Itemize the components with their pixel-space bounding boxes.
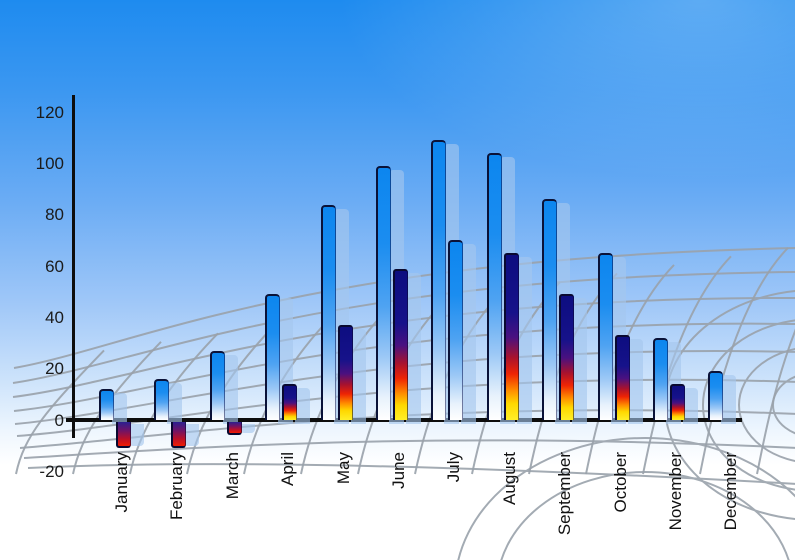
bar-blue-January [99, 389, 114, 420]
bar-flame-September [559, 294, 575, 420]
bar-shadow-May-2 [350, 329, 366, 424]
month-label-February: February [167, 452, 187, 521]
month-label-March: March [222, 452, 242, 500]
y-tick-label-40: 40 [45, 307, 64, 327]
bar-shadow-January [112, 393, 127, 424]
bar-flame-October [614, 335, 630, 420]
bar-flame-May [337, 325, 353, 420]
y-tick-label-60: 60 [45, 256, 64, 276]
bar-blue-May [320, 204, 336, 420]
bar-flame-March [226, 422, 242, 435]
month-label-July: July [444, 452, 464, 483]
bar-blue-March [209, 350, 225, 420]
bar-shadow-June-2 [406, 272, 421, 424]
y-tick-label-100: 100 [35, 154, 64, 173]
bar-shadow-February [167, 382, 183, 424]
month-label-April: April [278, 452, 298, 487]
month-label-May: May [333, 452, 353, 485]
bar-shadow-February-2 [184, 424, 200, 446]
month-label-January: January [112, 452, 131, 513]
y-tick-label-20: 20 [45, 359, 64, 379]
bar-flame-January [116, 422, 131, 448]
bar-blue-April [265, 294, 281, 420]
bar-shadow-January-2 [129, 424, 144, 446]
bar-flame-June [393, 268, 408, 420]
bar-shadow-October-2 [627, 339, 643, 424]
bar-shadow-March-2 [239, 424, 255, 433]
month-label-November: November [666, 452, 685, 531]
bar-blue-November [653, 337, 668, 420]
bar-blue-December [708, 371, 724, 420]
bar-blue-February [154, 378, 170, 420]
month-label-August: August [499, 452, 519, 505]
y-axis-line [72, 95, 75, 438]
month-label-December: December [721, 452, 741, 531]
y-tick-label-80: 80 [45, 205, 64, 225]
y-tick-label--20: -20 [39, 461, 64, 481]
bar-blue-October [597, 253, 613, 420]
bar-flame-November [670, 384, 685, 420]
y-tick-label-120: 120 [35, 102, 64, 122]
bar-blue-September [542, 199, 558, 420]
bar-shadow-August-2 [516, 257, 532, 424]
month-label-June: June [389, 452, 408, 489]
bar-flame-February [171, 422, 187, 448]
bar-blue-August [486, 153, 502, 420]
bar-blue-June [376, 166, 391, 420]
bar-shadow-November-2 [683, 388, 698, 424]
bar-blue-July [431, 140, 447, 420]
bar-shadow-March [222, 354, 238, 424]
bar-shadow-September-2 [572, 298, 588, 424]
bar-flame-July [448, 240, 464, 420]
bar-shadow-July-2 [461, 244, 477, 424]
bar-shadow-December [721, 375, 737, 424]
bar-shadow-April-2 [295, 388, 311, 424]
bar-flame-April [282, 384, 298, 420]
x-axis-line [66, 418, 742, 422]
y-tick-label-0: 0 [54, 410, 64, 430]
bar-flame-August [503, 253, 519, 420]
month-label-October: October [610, 452, 630, 513]
month-label-September: September [555, 452, 575, 536]
